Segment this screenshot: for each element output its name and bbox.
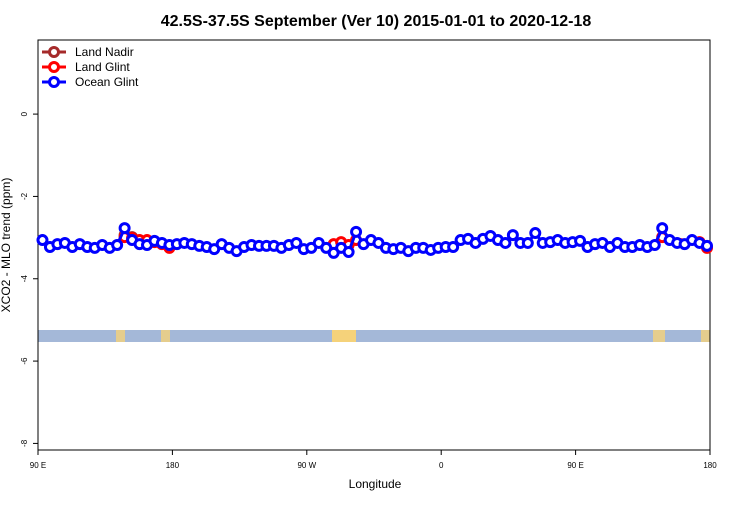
point bbox=[290, 236, 303, 249]
x-tick-label: 180 bbox=[166, 461, 180, 470]
point bbox=[342, 245, 355, 258]
chart-title: 42.5S-37.5S September (Ver 10) 2015-01-0… bbox=[161, 13, 592, 30]
x-tick-label: 90 W bbox=[297, 461, 316, 470]
point bbox=[701, 239, 714, 252]
point bbox=[118, 222, 131, 235]
point bbox=[499, 236, 512, 249]
point bbox=[447, 241, 460, 254]
point bbox=[36, 234, 49, 247]
y-tick-label: 0 bbox=[20, 111, 29, 116]
surface-strip bbox=[38, 330, 710, 342]
y-tick-label: -8 bbox=[20, 439, 29, 447]
y-tick-label: -6 bbox=[20, 357, 29, 365]
point bbox=[111, 239, 124, 251]
point bbox=[656, 222, 669, 235]
legend-marker bbox=[48, 76, 60, 88]
point bbox=[648, 239, 661, 251]
point bbox=[506, 229, 519, 242]
point bbox=[529, 227, 542, 240]
x-tick-label: 180 bbox=[703, 461, 717, 470]
legend-marker bbox=[48, 46, 60, 58]
point bbox=[574, 234, 587, 247]
legend-label: Land Nadir bbox=[75, 45, 134, 59]
legend-marker bbox=[48, 61, 60, 73]
x-tick-label: 0 bbox=[439, 461, 444, 470]
legend-label: Ocean Glint bbox=[75, 75, 139, 89]
point bbox=[350, 225, 363, 238]
x-tick-label: 90 E bbox=[567, 461, 583, 470]
y-axis-label: XCO2 - MLO trend (ppm) bbox=[0, 178, 13, 313]
y-tick-label: -4 bbox=[20, 275, 29, 283]
legend-label: Land Glint bbox=[75, 60, 130, 74]
point bbox=[521, 236, 534, 249]
x-tick-label: 90 E bbox=[30, 461, 46, 470]
y-tick-label: -2 bbox=[20, 192, 29, 200]
x-axis-label: Longitude bbox=[349, 477, 402, 491]
